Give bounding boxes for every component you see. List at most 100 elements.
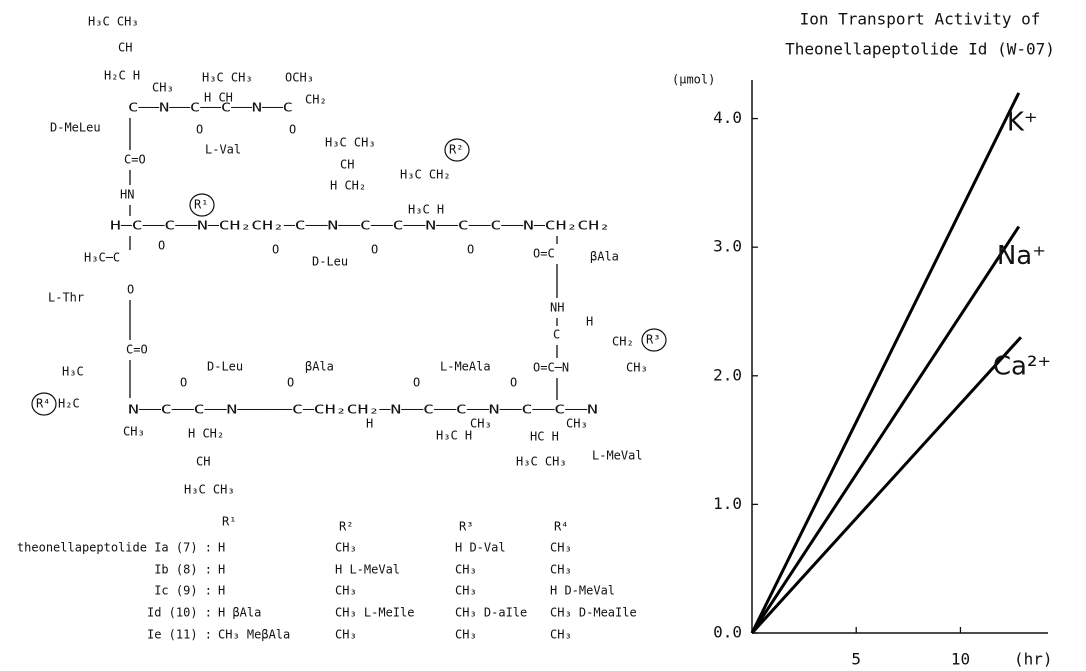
structure-label: C──N──C──C──N──C (128, 101, 293, 115)
table-cell: CH₃ (550, 628, 572, 642)
table-cell: H βAla (218, 606, 261, 620)
structure-label: O (287, 376, 294, 390)
x-tick-label: 5 (851, 650, 861, 669)
y-axis-label: (μmol) (672, 73, 715, 87)
circle-mark (444, 138, 470, 162)
chart-title: Ion Transport Activity of (800, 10, 1041, 29)
structure-label: βAla (305, 360, 334, 374)
structure-label: CH₃ (566, 417, 588, 431)
table-header: R³ (459, 520, 473, 534)
table-cell: H (218, 563, 225, 577)
structure-label: CH₃ (470, 417, 492, 431)
series-label: Ca²⁺ (993, 352, 1051, 382)
circle-mark (189, 193, 215, 217)
row-label: Ic (9) : (154, 584, 212, 598)
y-tick-label: 2.0 (713, 365, 742, 384)
x-tick-label: 10 (951, 650, 970, 669)
structure-label: H₃C CH₂ (400, 168, 451, 182)
series-line (750, 92, 1021, 634)
structure-label: C (553, 328, 560, 342)
structure-label: CH (118, 41, 132, 55)
row-label: Ib (8) : (154, 563, 212, 577)
structure-label: H₃C CH₃ (202, 71, 253, 85)
structure-label: CH₃ (152, 81, 174, 95)
series-label: Na⁺ (997, 241, 1046, 271)
table-header: R⁴ (554, 520, 568, 534)
chart-title: Theonellapeptolide Id (W-07) (785, 40, 1055, 59)
table-cell: CH₃ (455, 628, 477, 642)
structure-label: O (467, 243, 474, 257)
table-cell: CH₃ (550, 541, 572, 555)
structure-label: R⁴ (36, 397, 50, 411)
table-cell: CH₃ (455, 584, 477, 598)
structure-label: R³ (646, 333, 660, 347)
structure-label: O (196, 123, 203, 137)
structure-label: CH (196, 455, 210, 469)
table-cell: H D-Val (455, 541, 506, 555)
structure-label: D-Leu (207, 360, 243, 374)
series-line (750, 336, 1023, 635)
structure-label: L-Val (205, 143, 241, 157)
table-cell: CH₃ (335, 541, 357, 555)
structure-label: O (413, 376, 420, 390)
structure-label: O (127, 283, 134, 297)
structure-label: H CH (204, 91, 233, 105)
structure-label: H₃C─C (84, 251, 120, 265)
structure-label: CH (340, 158, 354, 172)
structure-label: O (272, 243, 279, 257)
structure-label: CH₃ (626, 361, 648, 375)
structure-label: R¹ (194, 198, 208, 212)
table-cell: CH₃ MeβAla (218, 628, 290, 642)
structure-label: O=C─N (533, 361, 569, 375)
row-label: Ie (11) : (147, 628, 212, 642)
structure-label: C=O (126, 343, 148, 357)
row-label: theonellapeptolide Ia (7) : (17, 541, 212, 555)
structure-label: H₃C CH₃ (516, 455, 567, 469)
structure-label: D-MeLeu (50, 121, 101, 135)
structure-label: H₃C CH₃ (88, 15, 139, 29)
table-cell: CH₃ (335, 628, 357, 642)
structure-label: CH₂ (305, 93, 327, 107)
structure-label: H₂C H (104, 69, 140, 83)
structure-label: C=O (124, 153, 146, 167)
structure-label: D-Leu (312, 255, 348, 269)
structure-label: H CH₂ (188, 427, 224, 441)
table-cell: H L-MeVal (335, 563, 400, 577)
table-cell: H D-MeVal (550, 584, 615, 598)
structure-label: H (366, 417, 373, 431)
y-tick-label: 1.0 (713, 494, 742, 513)
structure-label: H₃C H (408, 203, 444, 217)
structure-label: O=C (533, 247, 555, 261)
table-cell: H (218, 584, 225, 598)
structure-label: H₂C (58, 397, 80, 411)
structure-label: O (158, 239, 165, 253)
structure-label: CH₃ (123, 425, 145, 439)
y-tick-label: 3.0 (713, 237, 742, 256)
structure-label: O (371, 243, 378, 257)
structure-label: H CH₂ (330, 179, 366, 193)
structure-label: H₃C (62, 365, 84, 379)
table-cell: CH₃ (550, 563, 572, 577)
structure-label: O (510, 376, 517, 390)
x-axis-label: (hr) (1014, 650, 1053, 669)
structure-label: βAla (590, 250, 619, 264)
bonds (129, 118, 558, 400)
table-cell: CH₃ (455, 563, 477, 577)
structure-label: L-MeVal (592, 449, 643, 463)
structure-label: H─C──C──N─CH₂CH₂─C──N──C──C──N──C──C──N─… (110, 219, 610, 233)
structure-label: O (289, 123, 296, 137)
structure-label: O (180, 376, 187, 390)
structure-label: H (586, 315, 593, 329)
y-tick-label: 4.0 (713, 108, 742, 127)
structure-label: H₃C CH₃ (325, 136, 376, 150)
structure-label: H₃C CH₃ (184, 483, 235, 497)
structure-label: OCH₃ (285, 71, 314, 85)
table-cell: CH₃ (335, 584, 357, 598)
table-header: R² (339, 520, 353, 534)
table-cell: CH₃ D-aIle (455, 606, 527, 620)
structure-label: L-Thr (48, 291, 84, 305)
structure-label: NH (550, 301, 564, 315)
structure-label: N──C──C──N─────C─CH₂CH₂─N──C──C──N──C──C… (128, 403, 598, 417)
table-cell: H (218, 541, 225, 555)
y-tick-label: 0.0 (713, 623, 742, 642)
